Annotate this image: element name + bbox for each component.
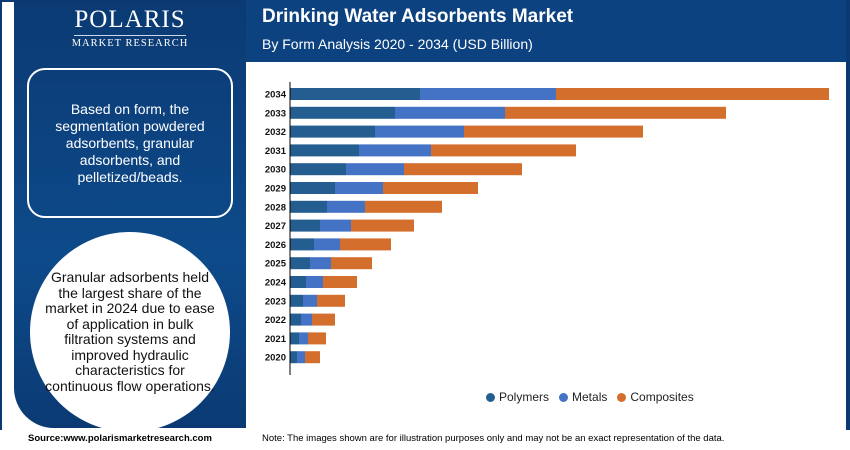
- bar-metals-2031: [359, 144, 431, 157]
- bar-metals-2027: [320, 219, 351, 232]
- category-label: 2024: [265, 278, 287, 289]
- category-label: 2033: [265, 108, 286, 119]
- legend-item: Metals: [559, 390, 607, 404]
- bar-composites-2021: [308, 332, 326, 345]
- legend-label: Composites: [630, 390, 694, 404]
- legend-label: Metals: [572, 390, 608, 404]
- category-label: 2028: [265, 202, 286, 213]
- bar-polymers-2021: [290, 332, 299, 345]
- bar-metals-2026: [314, 238, 340, 251]
- category-label: 2029: [265, 184, 286, 195]
- bar-metals-2022: [301, 313, 312, 326]
- category-label: 2027: [265, 221, 286, 232]
- bar-polymers-2026: [290, 238, 314, 251]
- category-label: 2026: [265, 240, 286, 251]
- highlight-circle: Granular adsorbents held the largest sha…: [30, 232, 230, 432]
- info-box: Based on form, the segmentation powdered…: [27, 68, 233, 218]
- bar-polymers-2022: [290, 313, 301, 326]
- bar-composites-2022: [312, 313, 335, 326]
- category-label: 2021: [265, 334, 287, 345]
- bar-metals-2023: [303, 294, 317, 307]
- chart-title: Drinking Water Adsorbents Market: [262, 6, 574, 27]
- category-label: 2023: [265, 296, 286, 307]
- bar-composites-2023: [317, 294, 345, 307]
- bar-metals-2021: [299, 332, 308, 345]
- category-label: 2020: [265, 353, 286, 364]
- bar-polymers-2033: [290, 106, 395, 119]
- note-text: Note: The images shown are for illustrat…: [262, 433, 725, 444]
- bar-metals-2033: [395, 106, 505, 119]
- bar-composites-2024: [323, 276, 357, 288]
- bar-metals-2029: [335, 182, 383, 194]
- bar-polymers-2030: [290, 163, 346, 176]
- bar-composites-2031: [431, 144, 576, 157]
- bar-composites-2028: [365, 200, 442, 213]
- bar-composites-2020: [305, 351, 320, 364]
- logo-name: POLARIS: [74, 6, 186, 33]
- legend-label: Polymers: [499, 390, 550, 404]
- bar-polymers-2032: [290, 125, 375, 138]
- bar-polymers-2034: [290, 88, 420, 100]
- legend-item: Polymers: [486, 390, 549, 404]
- bar-metals-2025: [310, 257, 331, 270]
- bar-composites-2025: [331, 257, 372, 270]
- bar-polymers-2029: [290, 182, 335, 194]
- legend-marker: [559, 393, 569, 402]
- bar-polymers-2020: [290, 351, 297, 364]
- category-label: 2022: [265, 315, 286, 326]
- category-label: 2032: [265, 127, 286, 138]
- bar-composites-2029: [383, 182, 478, 194]
- bar-composites-2034: [556, 88, 829, 100]
- logo-tagline: MARKET RESEARCH: [71, 38, 189, 49]
- legend-marker: [486, 393, 495, 402]
- bar-polymers-2024: [290, 276, 306, 288]
- footer: Source:www.polarismarketresearch.com Not…: [0, 430, 850, 450]
- legend-item: Composites: [617, 390, 694, 404]
- logo: POLARIS MARKET RESEARCH: [14, 6, 246, 49]
- bar-composites-2033: [505, 106, 726, 119]
- legend: Polymers Metals Composites: [486, 390, 694, 404]
- bar-composites-2030: [404, 163, 522, 176]
- category-label: 2034: [265, 90, 287, 101]
- bar-metals-2032: [375, 125, 464, 138]
- bar-polymers-2028: [290, 200, 327, 213]
- category-label: 2031: [265, 146, 287, 157]
- legend-marker: [617, 393, 627, 402]
- bar-metals-2030: [346, 163, 404, 176]
- bar-polymers-2031: [290, 144, 359, 157]
- bar-polymers-2027: [290, 219, 320, 232]
- right-stripe: [846, 0, 850, 430]
- category-label: 2025: [265, 259, 287, 270]
- bar-composites-2027: [351, 219, 414, 232]
- bar-composites-2026: [340, 238, 391, 251]
- bar-metals-2020: [297, 351, 305, 364]
- bar-metals-2024: [306, 276, 323, 288]
- bar-polymers-2025: [290, 257, 310, 270]
- bar-polymers-2023: [290, 294, 303, 307]
- bar-metals-2034: [420, 88, 556, 100]
- bar-composites-2032: [464, 125, 643, 138]
- source-text: Source:www.polarismarketresearch.com: [28, 433, 212, 444]
- chart-subtitle: By Form Analysis 2020 - 2034 (USD Billio…: [262, 36, 533, 52]
- bar-metals-2028: [327, 200, 365, 213]
- category-label: 2030: [265, 165, 286, 176]
